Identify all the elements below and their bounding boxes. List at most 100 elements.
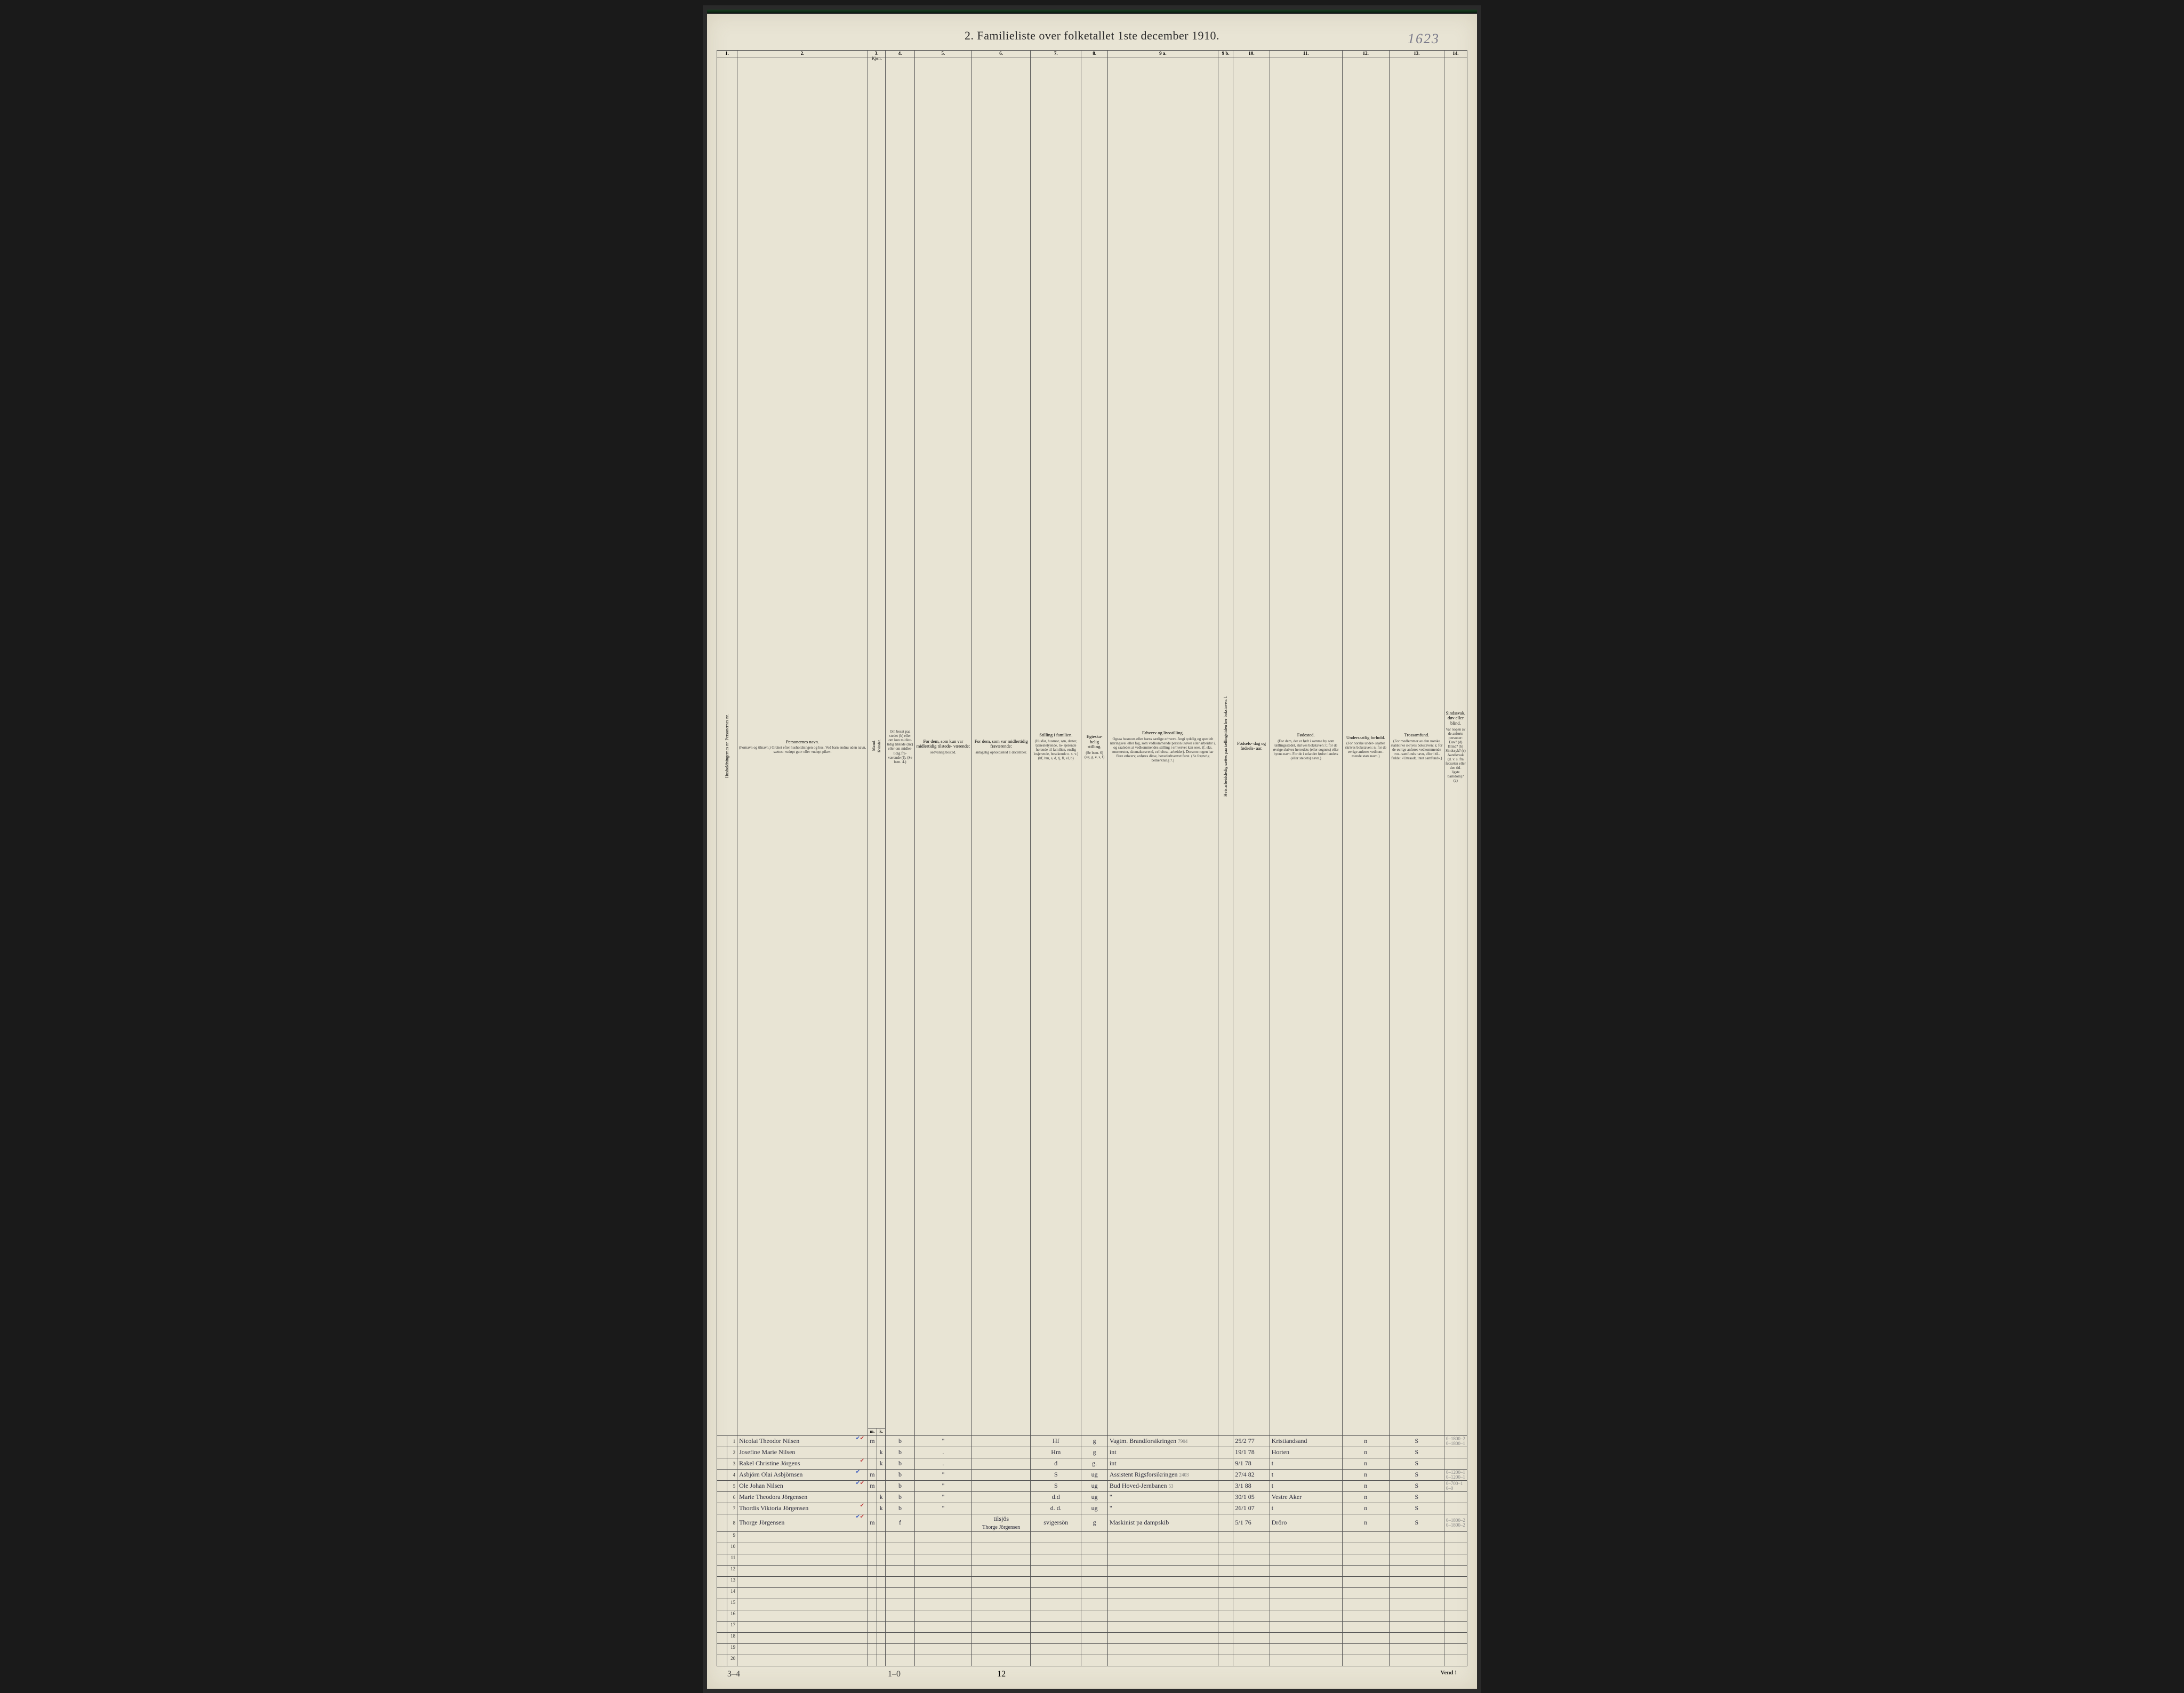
person-nr: 3 bbox=[727, 1458, 737, 1469]
cell-name: Nicolai Theodor Nilsen✔✔ bbox=[737, 1435, 868, 1447]
cell-name: Thorge Jörgensen✔✔ bbox=[737, 1514, 868, 1531]
empty-cell bbox=[886, 1554, 914, 1565]
empty-cell bbox=[737, 1632, 868, 1643]
table-row: 16 bbox=[717, 1610, 1467, 1621]
person-nr: 18 bbox=[727, 1632, 737, 1643]
cell-egteskab: g. bbox=[1081, 1458, 1107, 1469]
empty-cell bbox=[1270, 1587, 1342, 1599]
empty-cell bbox=[1444, 1599, 1467, 1610]
person-nr: 16 bbox=[727, 1610, 737, 1621]
empty-cell bbox=[1270, 1554, 1342, 1565]
empty-cell bbox=[1389, 1565, 1444, 1576]
cell-name: Asbjörn Olai Asbjörnsen✔ bbox=[737, 1469, 868, 1480]
colnum: 9 b. bbox=[1218, 51, 1233, 58]
hdr-stilling-familie: Stilling i familien. (Husfar, husmor, sø… bbox=[1031, 58, 1081, 1436]
turn-over-label: Vend ! bbox=[1441, 1670, 1457, 1679]
empty-cell bbox=[972, 1576, 1031, 1587]
empty-cell bbox=[877, 1554, 886, 1565]
cell-kj-m bbox=[868, 1447, 877, 1458]
empty-cell bbox=[1389, 1632, 1444, 1643]
empty-cell bbox=[886, 1576, 914, 1587]
colnum: 6. bbox=[972, 51, 1031, 58]
film-edge bbox=[707, 10, 1477, 13]
empty-cell bbox=[877, 1565, 886, 1576]
table-row: 9 bbox=[717, 1531, 1467, 1543]
cell-familie: Hf bbox=[1031, 1435, 1081, 1447]
empty-cell bbox=[1031, 1587, 1081, 1599]
empty-cell bbox=[1342, 1565, 1389, 1576]
empty-cell bbox=[1233, 1531, 1270, 1543]
person-nr: 19 bbox=[727, 1643, 737, 1655]
household-nr bbox=[717, 1531, 727, 1543]
empty-cell bbox=[1031, 1576, 1081, 1587]
empty-cell bbox=[1270, 1531, 1342, 1543]
tally-mid: 1–0 bbox=[888, 1670, 901, 1679]
empty-cell bbox=[868, 1543, 877, 1554]
empty-cell bbox=[1233, 1621, 1270, 1632]
empty-cell bbox=[1107, 1587, 1218, 1599]
cell-bosat: b bbox=[886, 1447, 914, 1458]
colnum: 13. bbox=[1389, 51, 1444, 58]
census-table: 1. 2. 3. 4. 5. 6. 7. 8. 9 a. 9 b. 10. 11… bbox=[717, 50, 1467, 1666]
empty-cell bbox=[868, 1632, 877, 1643]
colnum: 1. bbox=[717, 51, 737, 58]
table-row: 10 bbox=[717, 1543, 1467, 1554]
empty-cell bbox=[1218, 1599, 1233, 1610]
household-nr bbox=[717, 1514, 727, 1531]
empty-cell bbox=[972, 1621, 1031, 1632]
empty-cell bbox=[1389, 1587, 1444, 1599]
cell-name: Marie Theodora Jörgensen bbox=[737, 1491, 868, 1503]
cell-tro: S bbox=[1389, 1435, 1444, 1447]
empty-cell bbox=[886, 1531, 914, 1543]
empty-cell bbox=[1270, 1655, 1342, 1666]
cell-egteskab: g bbox=[1081, 1514, 1107, 1531]
empty-cell bbox=[1342, 1576, 1389, 1587]
cell-egteskab: ug bbox=[1081, 1480, 1107, 1491]
cell-arbeidsledig bbox=[1218, 1514, 1233, 1531]
cell-tro: S bbox=[1389, 1458, 1444, 1469]
cell-midl-fravaer bbox=[972, 1491, 1031, 1503]
person-nr: 13 bbox=[727, 1576, 737, 1587]
cell-midl-fravaer bbox=[972, 1447, 1031, 1458]
empty-cell bbox=[1081, 1610, 1107, 1621]
colnum: 14. bbox=[1444, 51, 1467, 58]
cell-undersaat: n bbox=[1342, 1447, 1389, 1458]
empty-cell bbox=[1107, 1621, 1218, 1632]
cell-kj-m bbox=[868, 1458, 877, 1469]
empty-cell bbox=[1342, 1621, 1389, 1632]
empty-cell bbox=[1081, 1531, 1107, 1543]
cell-egteskab: ug bbox=[1081, 1503, 1107, 1514]
cell-erhverv: " bbox=[1107, 1491, 1218, 1503]
cell-bosat: b bbox=[886, 1491, 914, 1503]
empty-cell bbox=[972, 1632, 1031, 1643]
cell-bosat: b bbox=[886, 1469, 914, 1480]
table-row: 6Marie Theodora Jörgensenkb"d.dug"30/1 0… bbox=[717, 1491, 1467, 1503]
hdr-midl-fravaer: For dem, som var midlertidig fraværende:… bbox=[972, 58, 1031, 1436]
empty-cell bbox=[737, 1599, 868, 1610]
empty-cell bbox=[1107, 1643, 1218, 1655]
cell-familie: S bbox=[1031, 1469, 1081, 1480]
cell-midl-tilstede bbox=[914, 1514, 972, 1531]
empty-cell bbox=[886, 1599, 914, 1610]
cell-arbeidsledig bbox=[1218, 1447, 1233, 1458]
empty-cell bbox=[1342, 1632, 1389, 1643]
cell-kj-k: k bbox=[877, 1447, 886, 1458]
cell-egteskab: ug bbox=[1081, 1469, 1107, 1480]
cell-fodsel: 26/1 07 bbox=[1233, 1503, 1270, 1514]
empty-cell bbox=[737, 1643, 868, 1655]
hdr-person-nr: Husholdningernes nr. Personernes nr. bbox=[717, 58, 737, 1436]
cell-fodsel: 25/2 77 bbox=[1233, 1435, 1270, 1447]
table-row: 2Josefine Marie Nilsenkb.Hmgint19/1 78Ho… bbox=[717, 1447, 1467, 1458]
empty-cell bbox=[1233, 1610, 1270, 1621]
cell-bosat: f bbox=[886, 1514, 914, 1531]
empty-cell bbox=[914, 1621, 972, 1632]
empty-cell bbox=[1342, 1587, 1389, 1599]
page-title: 2. Familieliste over folketallet 1ste de… bbox=[717, 29, 1467, 43]
empty-cell bbox=[1107, 1655, 1218, 1666]
cell-sindssvak bbox=[1444, 1458, 1467, 1469]
empty-cell bbox=[1342, 1610, 1389, 1621]
hdr-fodested: Fødested. (For dem, der er født i samme … bbox=[1270, 58, 1342, 1436]
table-row: 5Ole Johan Nilsen✔✔mb"SugBud Hoved-Jernb… bbox=[717, 1480, 1467, 1491]
empty-cell bbox=[868, 1655, 877, 1666]
cell-kj-k: k bbox=[877, 1458, 886, 1469]
